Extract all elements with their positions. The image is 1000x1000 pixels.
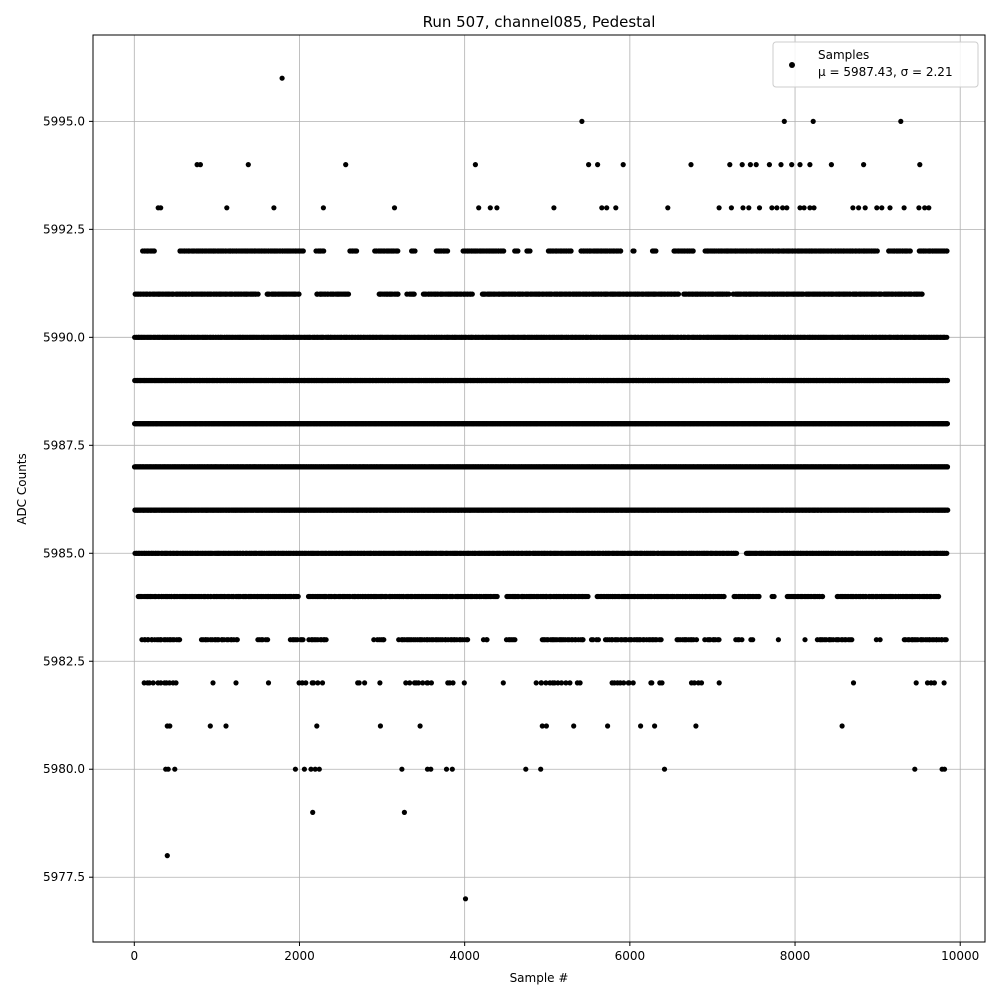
data-point bbox=[944, 550, 950, 556]
data-point bbox=[924, 680, 931, 686]
data-point bbox=[585, 593, 591, 600]
data-point bbox=[693, 637, 700, 643]
data-point bbox=[465, 637, 471, 643]
data-point bbox=[295, 593, 301, 600]
data-point bbox=[734, 550, 740, 556]
data-point bbox=[877, 637, 883, 643]
data-point bbox=[649, 680, 655, 686]
data-point bbox=[461, 680, 467, 686]
data-point bbox=[580, 637, 586, 643]
data-point bbox=[177, 637, 183, 643]
data-point bbox=[538, 680, 545, 686]
data-point bbox=[166, 680, 173, 686]
data-point bbox=[567, 680, 573, 686]
data-point bbox=[146, 680, 152, 686]
data-point bbox=[300, 637, 306, 643]
data-point bbox=[936, 593, 942, 600]
data-point bbox=[543, 680, 549, 686]
data-point bbox=[315, 680, 321, 686]
data-point bbox=[563, 680, 569, 686]
data-point bbox=[303, 680, 309, 686]
data-point bbox=[555, 680, 561, 686]
data-point bbox=[323, 637, 329, 643]
data-point bbox=[533, 680, 539, 686]
data-point bbox=[595, 637, 602, 643]
data-point bbox=[428, 680, 434, 686]
data-point bbox=[873, 637, 880, 643]
data-point bbox=[849, 637, 855, 643]
data-point bbox=[362, 680, 368, 686]
data-point bbox=[590, 637, 596, 643]
data-point bbox=[621, 680, 627, 686]
data-point bbox=[802, 637, 808, 643]
data-point bbox=[698, 680, 705, 686]
data-point bbox=[233, 680, 239, 686]
data-point bbox=[931, 680, 938, 686]
data-point bbox=[941, 680, 947, 686]
data-point bbox=[265, 637, 271, 643]
data-point bbox=[494, 593, 500, 600]
data-point bbox=[739, 637, 745, 643]
data-point bbox=[716, 680, 722, 686]
data-point bbox=[577, 680, 583, 686]
data-point bbox=[716, 637, 722, 643]
data-point bbox=[500, 680, 506, 686]
data-point bbox=[630, 680, 636, 686]
data-point bbox=[450, 680, 456, 686]
data-point bbox=[173, 680, 179, 686]
data-point bbox=[658, 637, 664, 643]
data-point bbox=[407, 680, 413, 686]
data-point bbox=[484, 637, 490, 643]
data-point bbox=[319, 680, 326, 686]
data-point bbox=[850, 680, 857, 686]
data-point bbox=[356, 680, 362, 686]
data-point bbox=[265, 680, 272, 686]
data-point bbox=[756, 593, 762, 600]
data-point bbox=[420, 680, 426, 686]
data-point bbox=[771, 593, 777, 600]
data-point bbox=[659, 680, 665, 686]
data-point bbox=[913, 680, 919, 686]
data-point bbox=[210, 680, 216, 686]
data-point bbox=[371, 637, 377, 643]
chart-title: Run 507, channel085, Pedestal bbox=[423, 13, 656, 31]
data-point bbox=[775, 637, 782, 643]
data-point bbox=[512, 637, 518, 643]
data-point bbox=[820, 593, 826, 600]
gridlines bbox=[93, 35, 985, 942]
data-point bbox=[158, 680, 164, 686]
data-point bbox=[691, 680, 698, 686]
data-point bbox=[558, 680, 565, 686]
data-point bbox=[310, 680, 317, 686]
data-point bbox=[377, 680, 383, 686]
data-point bbox=[415, 680, 422, 686]
data-point bbox=[943, 637, 949, 643]
data-point bbox=[626, 680, 632, 686]
data-point bbox=[944, 464, 951, 470]
data-points bbox=[131, 75, 951, 902]
data-point bbox=[150, 680, 156, 686]
data-point bbox=[425, 680, 431, 686]
data-point bbox=[403, 680, 409, 686]
data-point bbox=[945, 507, 951, 513]
data-point bbox=[381, 637, 387, 643]
data-point bbox=[721, 593, 727, 600]
data-point bbox=[750, 637, 756, 643]
data-point bbox=[234, 637, 240, 643]
